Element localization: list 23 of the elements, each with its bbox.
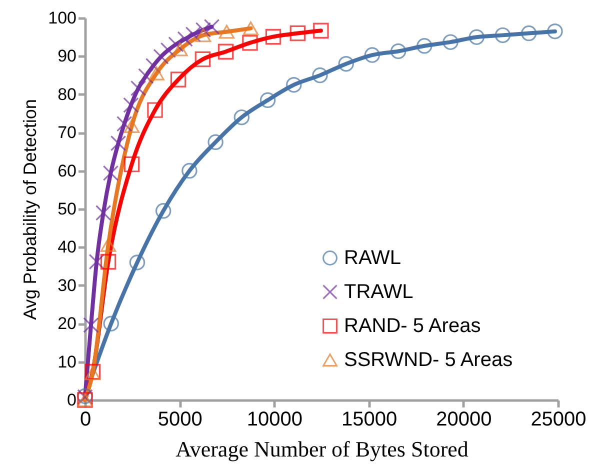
y-tick-label: 100 [48, 8, 76, 28]
y-tick-label: 90 [58, 46, 76, 66]
x-tick-label: 15000 [341, 408, 398, 430]
y-tick-label: 70 [58, 123, 76, 142]
x-axis-title: Average Number of Bytes Stored [176, 436, 468, 462]
y-tick-label: 10 [58, 352, 76, 372]
x-tick-label: 20000 [436, 408, 492, 430]
y-tick-label: 40 [58, 238, 76, 257]
x-tick-label: 5000 [158, 408, 202, 430]
legend-label: TRAWL [344, 281, 414, 303]
y-tick-label: 30 [58, 276, 76, 295]
y-tick-label: 80 [58, 84, 76, 104]
x-tick-label: 10000 [246, 408, 303, 430]
x-tick-label: 25000 [530, 408, 586, 430]
y-tick-label: 50 [58, 200, 76, 218]
y-tick-label: 60 [58, 161, 76, 180]
y-axis-title: Avg Probability of Detection [20, 99, 40, 320]
y-tick-label: 0 [67, 390, 76, 410]
legend-label: RAND- 5 Areas [344, 315, 481, 337]
x-tick-label: 0 [80, 408, 92, 430]
legend-label: RAWL [344, 247, 402, 269]
legend-label: SSRWND- 5 Areas [344, 349, 513, 371]
y-tick-label: 20 [58, 314, 76, 334]
